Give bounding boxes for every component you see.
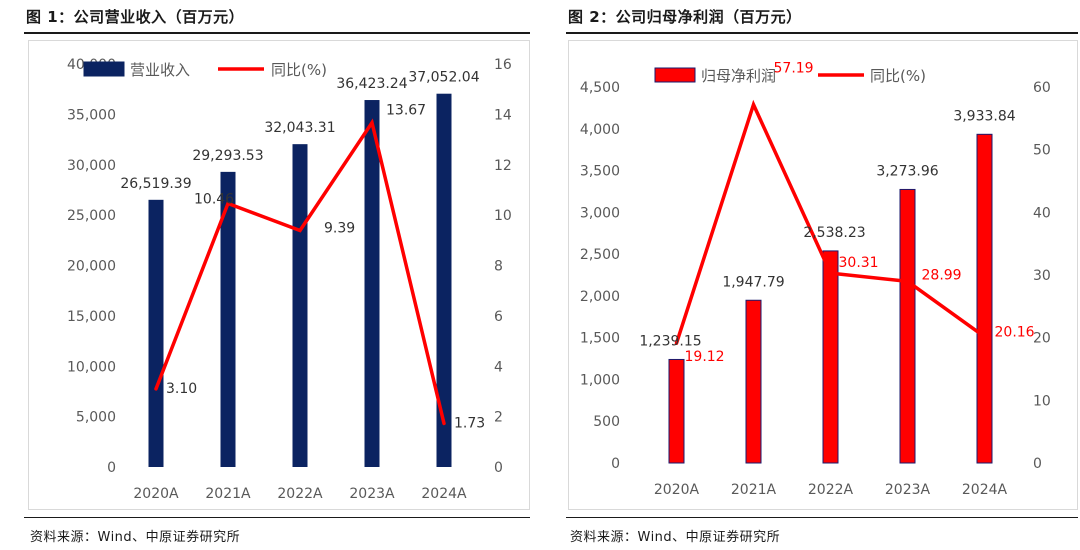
y-right-tick-label: 20	[1033, 331, 1051, 347]
y-right-tick-label: 2	[494, 410, 503, 426]
x-tick-label: 2022A	[808, 482, 854, 498]
y-right-tick-label: 10	[1033, 393, 1051, 409]
y-right-tick-label: 14	[494, 107, 512, 123]
y-right-tick-label: 0	[1033, 456, 1042, 472]
y-right-tick-label: 6	[494, 309, 503, 325]
revenue-chart: 0 5,000 10,000 15,000 20,000 25,000 30,000 35,0…	[67, 57, 512, 502]
bar-value-label: 1,239.15	[639, 333, 701, 349]
x-tick-label: 2022A	[277, 486, 323, 502]
y-right-tick-label: 40	[1033, 205, 1051, 221]
bar	[292, 144, 308, 468]
y-right-tick-label: 12	[494, 158, 512, 174]
y-left-tick-label: 5,000	[76, 410, 116, 426]
title-rule	[566, 32, 1078, 34]
line-value-label: 13.67	[386, 103, 426, 119]
y-left-tick-label: 3,500	[580, 164, 620, 180]
bar	[436, 93, 452, 468]
y-left-tick-label: 0	[107, 460, 116, 476]
x-tick-label: 2023A	[349, 486, 395, 502]
series-line	[154, 118, 446, 426]
bar	[148, 199, 164, 467]
y-right-tick-label: 50	[1033, 143, 1051, 159]
bar	[899, 188, 916, 464]
bar-value-label: 32,043.31	[264, 120, 335, 136]
y-left-tick-label: 4,500	[580, 80, 620, 96]
y-left-tick-label: 35,000	[67, 107, 116, 123]
x-tick-label: 2024A	[962, 482, 1008, 498]
y-left-tick-label: 4,000	[580, 122, 620, 138]
x-tick-label: 2023A	[885, 482, 931, 498]
legend-bar-swatch	[83, 61, 125, 77]
y-left-tick-label: 15,000	[67, 309, 116, 325]
chart-panel-revenue: 图 1：公司营业收入（百万元） 0 5,000 10,000 15,000 20,000…	[0, 0, 530, 550]
y-right-tick-label: 16	[494, 57, 512, 73]
y-left-tick-label: 1,000	[580, 372, 620, 388]
chart-title: 图 2：公司归母净利润（百万元）	[568, 8, 802, 26]
bar	[822, 250, 839, 464]
y-left-tick-label: 2,500	[580, 247, 620, 263]
y-left-tick-label: 0	[611, 456, 620, 472]
line-value-label: 1.73	[454, 415, 485, 431]
y-right-tick-label: 8	[494, 259, 503, 275]
bar	[364, 100, 380, 467]
y-right-tick-label: 0	[494, 460, 503, 476]
net-profit-chart: 05001,0001,5002,0002,5003,0003,5004,0004…	[580, 61, 1051, 498]
line-value-label: 19.12	[685, 349, 725, 365]
bar-value-label: 29,293.53	[192, 148, 263, 164]
line-value-label: 20.16	[995, 325, 1035, 341]
y-left-tick-label: 25,000	[67, 208, 116, 224]
y-right-tick-label: 4	[494, 359, 503, 375]
legend-line-label: 同比(%)	[271, 61, 327, 79]
source-rule	[566, 517, 1078, 518]
bar	[220, 171, 236, 468]
line-value-label: 28.99	[922, 267, 962, 283]
bar-value-label: 3,933.84	[953, 108, 1015, 124]
source-note: 资料来源：Wind、中原证券研究所	[570, 530, 781, 545]
line-value-label: 57.19	[774, 61, 814, 77]
legend-bar-label: 营业收入	[130, 61, 190, 79]
bar-value-label: 26,519.39	[120, 176, 191, 192]
y-right-tick-label: 10	[494, 208, 512, 224]
y-left-tick-label: 2,000	[580, 289, 620, 305]
y-right-tick-label: 60	[1033, 80, 1051, 96]
x-tick-label: 2020A	[133, 486, 179, 502]
y-right-tick-label: 30	[1033, 268, 1051, 284]
x-tick-label: 2021A	[731, 482, 777, 498]
legend-bar-swatch	[654, 67, 696, 83]
bar-value-label: 37,052.04	[408, 70, 479, 86]
y-left-tick-label: 10,000	[67, 359, 116, 375]
line-value-label: 3.10	[166, 381, 197, 397]
line-value-label: 10.46	[194, 192, 234, 208]
bar-value-label: 2,538.23	[803, 225, 865, 241]
bar	[668, 358, 685, 464]
bar-value-label: 36,423.24	[336, 76, 407, 92]
legend-bar-label: 归母净利润	[701, 67, 776, 85]
y-left-tick-label: 30,000	[67, 158, 116, 174]
line-value-label: 30.31	[839, 255, 879, 271]
chart-title: 图 1：公司营业收入（百万元）	[26, 8, 245, 26]
y-left-tick-label: 500	[593, 414, 620, 430]
bar-value-label: 3,273.96	[876, 163, 938, 179]
legend-line-label: 同比(%)	[870, 67, 926, 85]
title-rule	[24, 32, 530, 34]
y-left-tick-label: 1,500	[580, 331, 620, 347]
chart-panel-net-profit: 图 2：公司归母净利润（百万元） 0 500 1,000 1,500 2,000 2,50…	[548, 0, 1080, 550]
x-tick-label: 2021A	[205, 486, 251, 502]
bar	[745, 299, 762, 464]
x-tick-label: 2020A	[654, 482, 700, 498]
x-tick-label: 2024A	[421, 486, 467, 502]
y-left-tick-label: 20,000	[67, 259, 116, 275]
bar	[976, 133, 993, 464]
source-rule	[24, 517, 530, 518]
bar-value-label: 1,947.79	[722, 274, 784, 290]
line-value-label: 9.39	[324, 220, 355, 236]
y-left-tick-label: 3,000	[580, 205, 620, 221]
source-note: 资料来源：Wind、中原证券研究所	[30, 530, 241, 545]
series-line	[674, 99, 987, 345]
